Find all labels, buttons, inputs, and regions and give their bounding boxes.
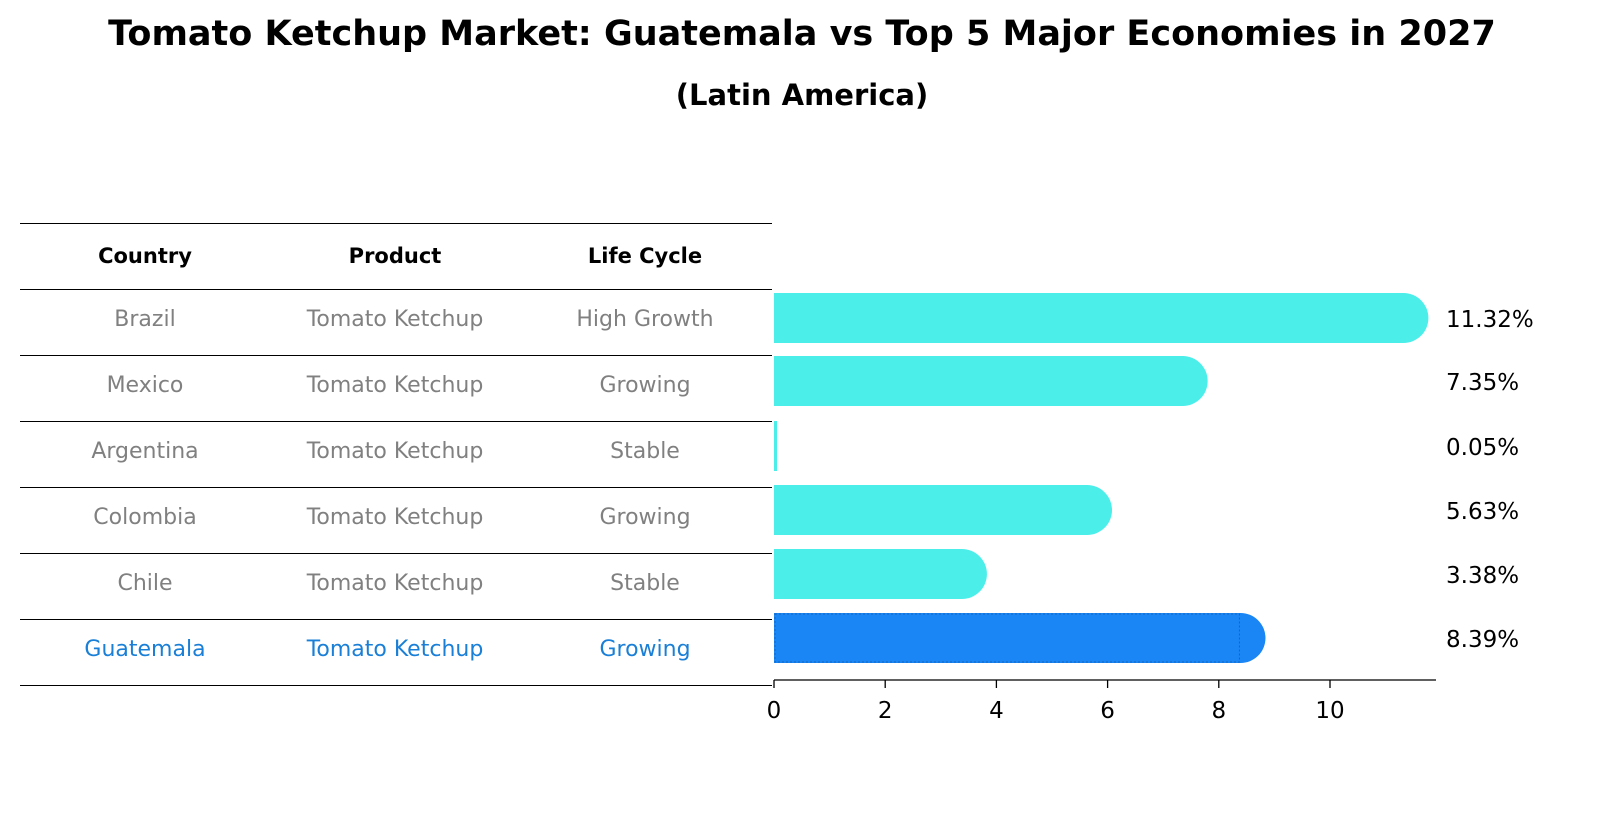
bar	[774, 293, 1429, 343]
table-rule	[20, 487, 772, 488]
x-tick-label: 4	[989, 698, 1004, 724]
cell-country: Argentina	[91, 439, 199, 464]
header-country: Country	[98, 244, 192, 268]
cell-life-cycle: Stable	[610, 439, 680, 464]
cell-life-cycle: Growing	[599, 505, 691, 530]
cell-life-cycle: Stable	[610, 571, 680, 596]
table-rule	[20, 685, 772, 686]
cell-product: Tomato Ketchup	[306, 439, 484, 464]
x-tick-label: 10	[1315, 698, 1344, 724]
cell-product: Tomato Ketchup	[306, 373, 484, 398]
table-rule	[20, 223, 772, 224]
table-rule	[20, 289, 772, 290]
table-rule	[20, 421, 772, 422]
header-product: Product	[348, 244, 442, 268]
x-tick-label: 2	[878, 698, 893, 724]
table-rule	[20, 355, 772, 356]
bar-highlight-outline	[774, 613, 1240, 663]
cell-product: Tomato Ketchup	[306, 505, 484, 530]
bar-value-label: 8.39%	[1446, 627, 1519, 653]
table-rule	[20, 553, 772, 554]
bar-value-label: 0.05%	[1446, 435, 1519, 461]
bar	[774, 485, 1113, 535]
bar-value-label: 11.32%	[1446, 307, 1534, 333]
table-rule	[20, 619, 772, 620]
cell-product: Tomato Ketchup	[306, 571, 484, 596]
bar	[774, 613, 1266, 663]
bar-value-label: 3.38%	[1446, 563, 1519, 589]
cell-country: Chile	[117, 571, 173, 596]
bar	[774, 549, 987, 599]
cell-life-cycle: Growing	[599, 637, 691, 662]
bar-value-label: 7.35%	[1446, 370, 1519, 396]
cell-product: Tomato Ketchup	[306, 637, 484, 662]
cell-country: Guatemala	[84, 637, 206, 662]
x-tick-label: 0	[767, 698, 782, 724]
bar	[774, 421, 777, 471]
cell-life-cycle: High Growth	[576, 307, 714, 332]
x-tick-label: 8	[1211, 698, 1226, 724]
chart-subtitle: (Latin America)	[675, 78, 929, 112]
cell-country: Brazil	[114, 307, 176, 332]
bar	[774, 356, 1208, 406]
cell-product: Tomato Ketchup	[306, 307, 484, 332]
x-tick-label: 6	[1100, 698, 1115, 724]
header-life-cycle: Life Cycle	[587, 244, 703, 268]
cell-country: Mexico	[106, 373, 184, 398]
bar-value-label: 5.63%	[1446, 499, 1519, 525]
cell-country: Colombia	[93, 505, 197, 530]
cell-life-cycle: Growing	[599, 373, 691, 398]
chart-title: Tomato Ketchup Market: Guatemala vs Top …	[108, 14, 1496, 54]
